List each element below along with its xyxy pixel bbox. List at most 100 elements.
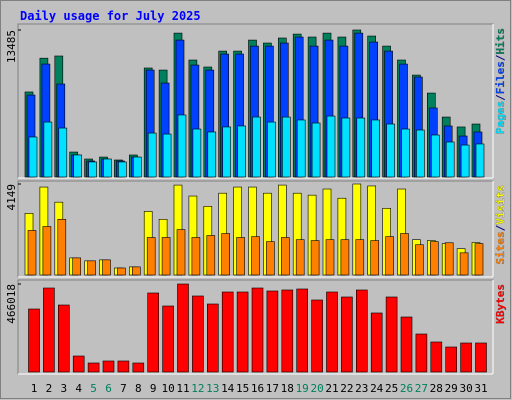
bar [266,290,279,373]
x-tick-label: 2 [46,382,53,395]
legend: KBytes [494,284,507,324]
bar [475,143,485,178]
bar [117,267,126,276]
bar [459,252,469,276]
x-tick-label: 16 [251,382,264,395]
x-tick-label: 1 [31,382,38,395]
bar [385,236,394,276]
bar [429,241,439,276]
bar [118,161,127,178]
bar [326,291,338,373]
bar [162,133,172,178]
bar [385,296,398,373]
bar [192,128,202,178]
x-tick-label: 22 [340,382,353,395]
bar [43,121,53,178]
legend-entry: KBytes [494,284,507,324]
bar [73,154,82,178]
y-tick-label: 4149 [5,184,18,211]
bar [162,305,174,373]
legend-separator: / [494,224,507,231]
bar [222,126,231,178]
x-tick-label: 26 [400,382,413,395]
bar [415,244,424,276]
bar [72,257,81,276]
bar [281,289,294,373]
bar [341,296,353,373]
bar [267,121,276,178]
bar [296,288,309,373]
bar [430,341,443,373]
bar [87,260,96,276]
bar [311,122,321,178]
bar [460,144,470,178]
bar [28,308,40,373]
bar [206,235,216,276]
bar [445,346,458,373]
bar [251,236,260,276]
legend: Sites/Visits [494,185,507,265]
x-tick-label: 30 [459,382,472,395]
bar [444,242,454,276]
bar [221,291,234,373]
bar [281,116,291,178]
bar [177,114,187,178]
y-tick-label: 13485 [5,30,18,63]
x-tick-label: 7 [120,382,127,395]
bar [370,312,383,373]
x-tick-label: 29 [445,382,458,395]
bar [43,287,55,373]
legend: Pages/Files/Hits [494,28,507,134]
x-tick-label: 12 [191,382,204,395]
x-tick-label: 17 [266,382,279,395]
bar [251,287,264,373]
bar [430,134,440,178]
bar [340,239,350,276]
bar [176,229,186,276]
bar [416,129,425,178]
legend-separator: / [494,94,507,101]
bar [102,360,115,373]
bar [326,115,336,178]
bar [57,218,67,276]
bar [177,283,189,373]
bar [475,342,487,373]
bar [370,240,380,276]
legend-entry: Hits [494,28,507,55]
bar [460,342,472,373]
x-tick-label: 20 [310,382,323,395]
legend-entry: Files [494,61,507,94]
bar [57,304,70,373]
bar [445,141,455,178]
bar [400,316,413,373]
x-tick-label: 3 [60,382,67,395]
bar [87,362,100,373]
legend-separator: / [494,54,507,61]
bar [207,303,219,373]
bar [474,243,484,276]
y-tick-label: 466018 [5,284,18,324]
bar [400,233,409,276]
bar [161,237,171,276]
bar [192,295,204,373]
bar [207,131,217,178]
x-tick-label: 18 [281,382,294,395]
bar [415,333,428,373]
bar [72,355,85,373]
bar [236,237,245,276]
bar [147,132,157,178]
bar [221,233,230,276]
legend-entry: Sites [494,231,507,264]
x-tick-label: 19 [296,382,309,395]
bar [27,230,37,276]
bar [386,123,395,178]
bar [311,299,323,373]
bar [252,116,261,178]
x-tick-label: 4 [75,382,82,395]
bar [88,161,97,178]
x-tick-label: 31 [474,382,487,395]
bar [266,241,275,276]
legend-entry: Pages [494,101,507,134]
x-tick-label: 21 [325,382,338,395]
